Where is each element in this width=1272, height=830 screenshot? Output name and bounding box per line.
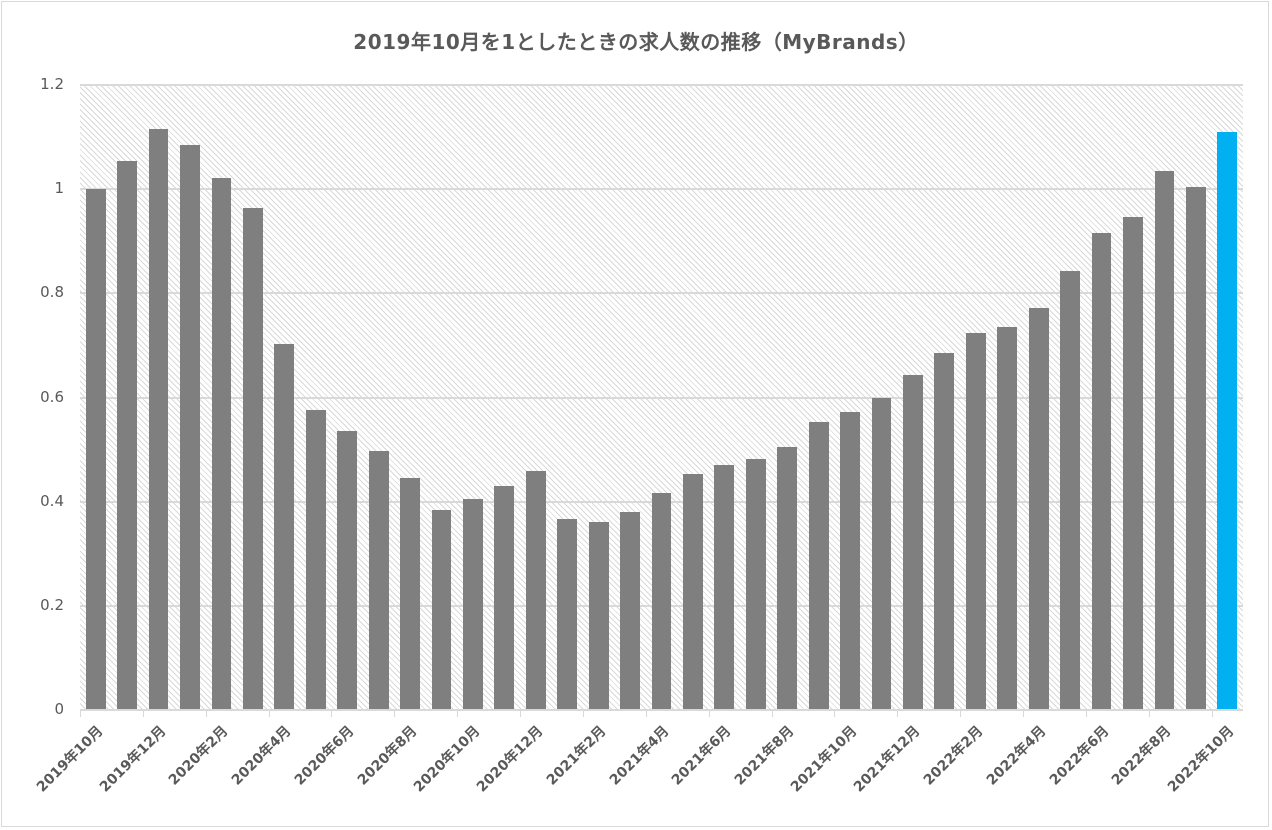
y-tick-label: 1 [54, 179, 64, 198]
bar-2021年11月 [871, 398, 892, 710]
bar-2022年4月 [1028, 307, 1049, 710]
y-tick-label: 0 [54, 700, 64, 718]
x-tick-mark [331, 710, 333, 717]
y-tick-label: 0.8 [40, 283, 64, 302]
bar-2021年9月 [808, 421, 829, 710]
x-tick-mark [268, 710, 270, 717]
bar-2022年1月 [934, 353, 955, 710]
gridline [80, 292, 1243, 295]
bar-2020年9月 [431, 510, 452, 710]
bar-2020年5月 [305, 410, 326, 710]
x-tick-mark [1022, 710, 1024, 717]
bar-2021年8月 [777, 446, 798, 710]
bar-2022年6月 [1091, 232, 1112, 710]
x-tick-mark [205, 710, 207, 717]
gridline [80, 188, 1243, 191]
bar-2022年5月 [1060, 270, 1081, 710]
y-tick-label: 1.2 [40, 75, 64, 93]
y-tick-label: 0.6 [40, 387, 64, 406]
bar-2019年10月 [85, 189, 106, 710]
bar-2021年7月 [745, 458, 766, 710]
bar-2020年6月 [337, 430, 358, 710]
bar-2021年12月 [903, 375, 923, 710]
x-tick-mark [708, 710, 710, 717]
x-tick-mark [645, 710, 647, 717]
bar-2020年10月 [463, 499, 483, 710]
gridline [80, 84, 1243, 86]
bar-2021年6月 [714, 465, 735, 710]
bar-2022年8月 [1154, 170, 1175, 710]
x-tick-mark [960, 710, 962, 717]
bar-2021年1月 [557, 518, 578, 710]
bar-2021年5月 [683, 474, 703, 710]
bar-2021年4月 [651, 492, 672, 710]
x-tick-mark [1148, 710, 1150, 717]
x-tick-mark [582, 710, 584, 717]
x-tick-mark [1211, 710, 1213, 717]
x-tick-mark [897, 710, 899, 717]
x-tick-mark [142, 710, 144, 717]
bar-2022年7月 [1123, 216, 1143, 710]
x-axis-line [80, 709, 1243, 711]
bar-2020年3月 [242, 207, 263, 710]
bar-2022年2月 [965, 332, 986, 710]
bar-2021年2月 [588, 521, 609, 710]
bar-2022年10月 [1217, 131, 1238, 710]
bar-2019年11月 [117, 161, 138, 710]
gridline [80, 396, 1243, 399]
y-tick-label: 0.4 [40, 491, 64, 510]
bar-2020年1月 [180, 144, 200, 710]
bar-2020年12月 [525, 470, 546, 710]
x-tick-mark [520, 710, 522, 717]
x-tick-mark [80, 710, 81, 717]
bar-2020年4月 [274, 343, 295, 710]
bar-2020年8月 [400, 478, 420, 710]
y-tick-label: 0.2 [40, 595, 64, 614]
bar-2022年9月 [1185, 187, 1206, 710]
bar-2020年11月 [494, 486, 515, 710]
bar-2021年3月 [620, 512, 640, 710]
bar-2022年3月 [997, 327, 1018, 710]
chart-title: 2019年10月を1としたときの求人数の推移（MyBrands） [353, 30, 919, 54]
bar-2020年7月 [368, 451, 389, 710]
x-tick-mark [457, 710, 459, 717]
bar-2021年10月 [840, 412, 860, 710]
bar-2020年2月 [211, 178, 232, 710]
x-tick-mark [771, 710, 773, 717]
x-tick-mark [834, 710, 836, 717]
x-tick-mark [394, 710, 396, 717]
bar-2019年12月 [148, 129, 169, 710]
x-tick-mark [1085, 710, 1087, 717]
